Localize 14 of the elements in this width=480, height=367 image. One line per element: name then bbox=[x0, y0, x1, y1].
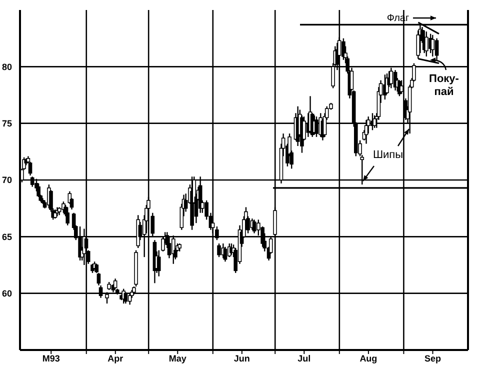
x-tick-label: Sep bbox=[424, 353, 442, 364]
x-tick-label: Jun bbox=[234, 353, 250, 364]
annotation: Шипы bbox=[372, 149, 404, 161]
y-tick-label: 65 bbox=[2, 232, 12, 242]
y-tick-label: 60 bbox=[2, 288, 12, 299]
x-tick-label: Aug bbox=[360, 353, 378, 364]
x-tick-label: May bbox=[168, 353, 186, 364]
x-tick-label: Jul bbox=[298, 353, 311, 364]
x-tick-label: Apr bbox=[108, 353, 124, 364]
annotation: Поку- пай bbox=[429, 73, 460, 98]
x-tick-label: M93 bbox=[42, 353, 60, 364]
y-tick-label: 80 bbox=[2, 62, 12, 72]
y-tick-label: 70 bbox=[2, 175, 12, 186]
y-tick-label: 75 bbox=[2, 118, 12, 129]
